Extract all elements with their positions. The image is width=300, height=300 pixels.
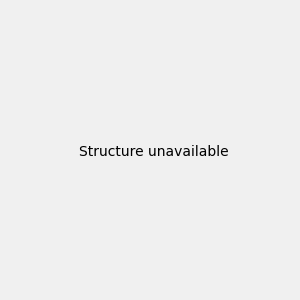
Text: Structure unavailable: Structure unavailable [79, 145, 229, 158]
